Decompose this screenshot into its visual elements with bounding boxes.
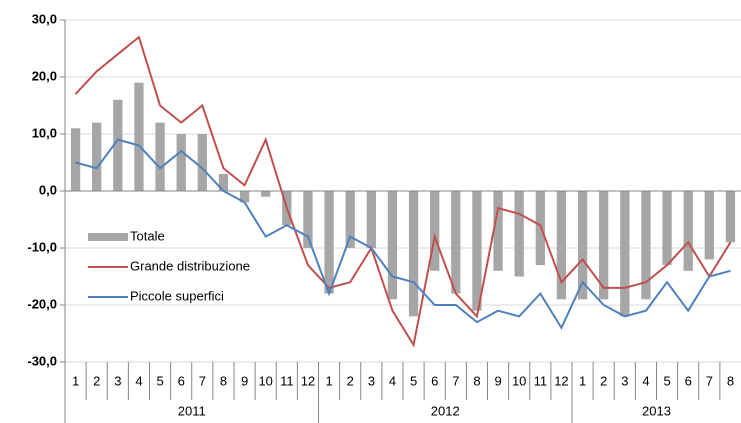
x-tick-label: 2: [600, 373, 607, 388]
bar: [725, 191, 736, 243]
bar: [387, 191, 398, 300]
x-tick-label: 5: [410, 373, 417, 388]
x-tick-label: 1: [325, 373, 332, 388]
y-tick-label: -30,0: [27, 353, 57, 368]
x-tick-label: 1: [579, 373, 586, 388]
x-tick-label: 5: [663, 373, 670, 388]
bar: [408, 191, 419, 317]
y-tick-label: 20,0: [32, 68, 57, 83]
year-label: 2011: [178, 403, 206, 418]
x-tick-label: 1: [72, 373, 79, 388]
bar: [197, 134, 207, 191]
legend-swatch: [88, 233, 128, 241]
bar: [218, 173, 229, 191]
bar: [303, 191, 313, 248]
x-tick-label: 5: [156, 373, 163, 388]
x-tick-label: 6: [431, 373, 438, 388]
bar: [239, 191, 250, 203]
bar: [556, 191, 567, 300]
bar: [113, 99, 123, 191]
x-tick-label: 3: [621, 373, 628, 388]
bar: [366, 191, 376, 248]
x-tick-label: 4: [389, 373, 396, 388]
y-tick-label: -10,0: [27, 239, 57, 254]
x-tick-label: 2: [347, 373, 354, 388]
bar: [599, 191, 609, 300]
x-tick-label: 2: [93, 373, 100, 388]
x-tick-label: 3: [368, 373, 375, 388]
bar: [324, 191, 334, 294]
x-tick-label: 10: [512, 373, 526, 388]
bar: [451, 191, 461, 294]
y-tick-label: 10,0: [32, 125, 57, 140]
bar: [662, 191, 672, 266]
bar: [261, 191, 271, 197]
bar: [472, 191, 482, 311]
x-tick-label: 8: [220, 373, 227, 388]
year-label: 2012: [431, 403, 460, 418]
x-tick-label: 6: [178, 373, 185, 388]
bar: [514, 191, 524, 277]
x-tick-label: 11: [534, 373, 548, 388]
x-tick-label: 7: [452, 373, 459, 388]
bar: [577, 191, 588, 300]
x-tick-label: 9: [494, 373, 501, 388]
x-tick-label: 12: [554, 373, 568, 388]
bar: [70, 128, 81, 191]
x-tick-label: 9: [241, 373, 248, 388]
bar: [704, 191, 714, 260]
y-tick-label: 0,0: [39, 182, 57, 197]
x-tick-label: 6: [685, 373, 692, 388]
x-tick-label: 10: [258, 373, 272, 388]
x-tick-label: 11: [280, 373, 294, 388]
bar: [493, 191, 503, 271]
legend-label: Grande distribuzione: [130, 258, 250, 273]
line-series: [74, 35, 732, 348]
bar: [134, 82, 144, 191]
bar: [430, 191, 440, 271]
y-tick-label: 30,0: [32, 11, 57, 26]
x-tick-label: 8: [473, 373, 480, 388]
bar: [92, 122, 102, 191]
y-tick-label: -20,0: [27, 296, 57, 311]
x-tick-label: 3: [114, 373, 121, 388]
bar: [176, 134, 186, 191]
bar: [345, 191, 355, 248]
bar: [155, 122, 165, 191]
bar: [620, 191, 630, 317]
bar: [683, 191, 693, 271]
year-label: 2013: [642, 403, 671, 418]
line-series: [75, 138, 731, 330]
legend-label: Piccole superfici: [130, 288, 224, 303]
x-tick-label: 8: [727, 373, 734, 388]
x-tick-label: 4: [135, 373, 142, 388]
x-tick-label: 7: [199, 373, 206, 388]
x-tick-label: 4: [642, 373, 649, 388]
bar: [641, 191, 651, 300]
legend-label: Totale: [130, 228, 165, 243]
x-tick-label: 7: [706, 373, 713, 388]
x-tick-label: 12: [301, 373, 315, 388]
